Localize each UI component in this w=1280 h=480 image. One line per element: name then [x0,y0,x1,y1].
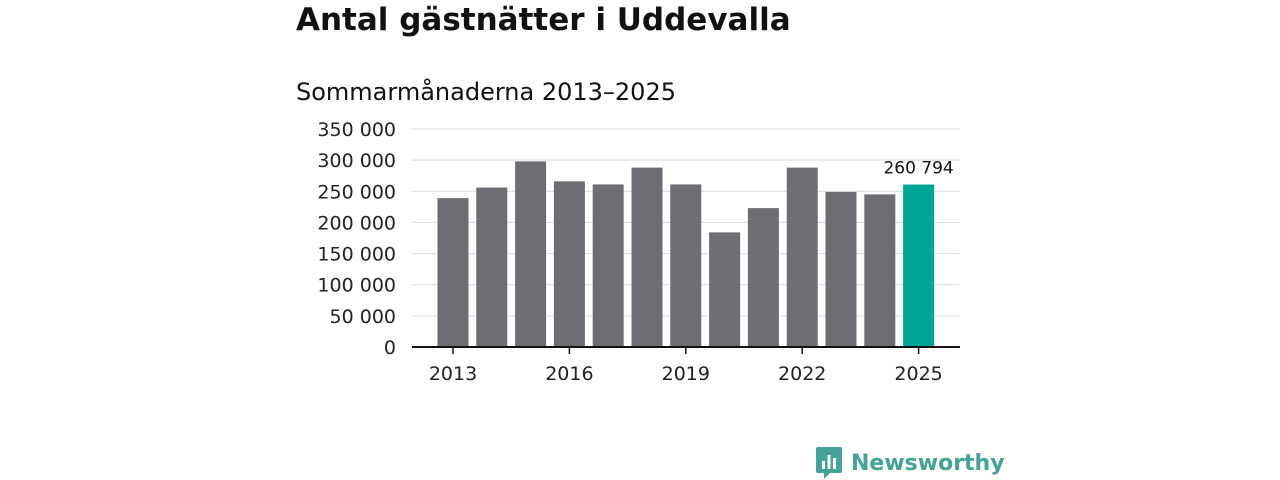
bar [515,161,547,347]
x-axis: 2013 2016 2019 2022 2025 [412,346,960,385]
bar-chart-speech-bubble-icon [816,447,842,479]
bar [592,184,624,347]
data-label: 260 794 [883,159,953,179]
bar [747,208,779,347]
x-tick-label: 2016 [545,363,593,385]
bar [903,184,935,347]
x-tick-label: 2013 [429,363,477,385]
bar [553,181,585,347]
bar [670,184,702,347]
chart-subtitle: Sommarmånaderna 2013–2025 [296,78,676,106]
bar [786,167,818,347]
y-axis: 0 50 000 100 000 150 000 200 000 250 000 300 0… [317,119,396,359]
x-tick-label: 2022 [778,363,826,385]
logo-text: Newsworthy [851,450,1005,476]
x-tick-label: 2019 [662,363,710,385]
bar [864,194,896,347]
bar [709,232,741,347]
bars [437,161,935,347]
bar [476,187,508,347]
y-tick-label: 150 000 [317,244,396,266]
bar [437,198,469,347]
y-tick-label: 50 000 [330,306,396,328]
bar [825,191,857,347]
x-tick-label: 2025 [894,363,942,385]
y-tick-label: 200 000 [317,212,396,234]
y-tick-label: 0 [384,337,396,359]
y-tick-label: 100 000 [317,275,396,297]
y-tick-label: 350 000 [317,119,396,141]
bar [631,167,663,347]
y-tick-label: 250 000 [317,181,396,203]
newsworthy-logo: Newsworthy [815,446,1005,480]
data-labels: 260 794 [883,159,953,179]
y-tick-label: 300 000 [317,150,396,172]
chart-title: Antal gästnätter i Uddevalla [296,2,791,38]
